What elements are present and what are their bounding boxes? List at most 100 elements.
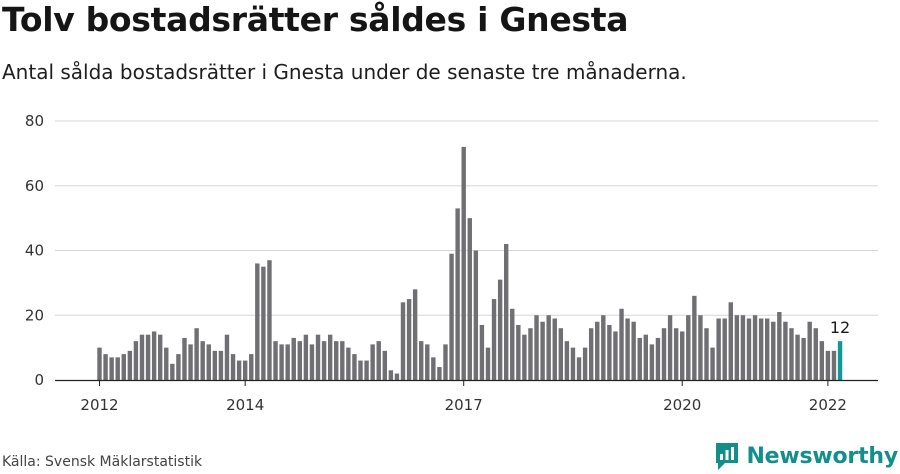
bar[interactable] (170, 363, 175, 380)
bar[interactable] (485, 347, 491, 381)
bar[interactable] (637, 337, 642, 380)
bar[interactable] (194, 328, 199, 380)
bar[interactable] (680, 331, 685, 380)
bar[interactable] (315, 334, 321, 380)
bar[interactable] (103, 354, 108, 380)
bar[interactable] (364, 360, 369, 380)
bar[interactable] (570, 347, 576, 381)
bar[interactable] (158, 334, 163, 380)
bar[interactable] (789, 328, 794, 380)
bar[interactable] (643, 334, 648, 380)
bar[interactable] (425, 344, 430, 380)
bar[interactable] (346, 347, 351, 381)
bar[interactable] (607, 324, 612, 380)
bar[interactable] (303, 334, 309, 380)
bar[interactable] (109, 357, 114, 380)
bar[interactable] (255, 263, 260, 380)
bar[interactable] (400, 302, 406, 380)
bar[interactable] (619, 308, 624, 380)
bar[interactable] (692, 295, 697, 380)
bar[interactable] (625, 318, 630, 380)
bar[interactable] (467, 218, 472, 381)
bar[interactable] (819, 341, 825, 380)
bar[interactable] (164, 347, 169, 381)
bar[interactable] (649, 344, 655, 380)
bar[interactable] (151, 331, 157, 380)
bar[interactable] (601, 315, 606, 380)
bar[interactable] (376, 341, 381, 380)
bar[interactable] (267, 260, 272, 380)
bar[interactable] (801, 337, 806, 380)
bar[interactable] (461, 146, 466, 380)
bar[interactable] (406, 299, 412, 380)
bar[interactable] (765, 318, 770, 380)
bar[interactable] (443, 344, 448, 380)
bar[interactable] (279, 344, 284, 380)
bar[interactable] (588, 328, 594, 380)
bar[interactable] (497, 279, 503, 380)
bar[interactable] (813, 328, 818, 380)
bar[interactable] (97, 347, 102, 381)
bar[interactable] (740, 315, 746, 380)
bar[interactable] (188, 344, 193, 380)
bar[interactable] (327, 334, 333, 380)
bar[interactable] (716, 318, 721, 380)
bar[interactable] (261, 266, 266, 380)
bar[interactable] (795, 334, 800, 380)
bar[interactable] (455, 208, 460, 380)
bar[interactable] (704, 328, 709, 380)
bar[interactable] (771, 321, 776, 380)
bar[interactable] (224, 334, 230, 380)
bar[interactable] (516, 324, 521, 380)
bar-highlight[interactable] (837, 341, 843, 380)
bar[interactable] (291, 337, 296, 380)
bar[interactable] (388, 370, 394, 380)
bar[interactable] (546, 315, 551, 380)
bar[interactable] (613, 331, 618, 380)
bar[interactable] (431, 357, 436, 380)
bar[interactable] (437, 367, 442, 380)
bar[interactable] (503, 244, 509, 380)
bar[interactable] (352, 354, 357, 380)
bar[interactable] (218, 350, 224, 380)
bar[interactable] (491, 299, 497, 380)
bar[interactable] (710, 347, 715, 381)
bar[interactable] (139, 334, 145, 380)
bar[interactable] (285, 344, 290, 380)
bar[interactable] (722, 318, 727, 380)
bar[interactable] (370, 344, 375, 380)
bar[interactable] (686, 315, 691, 380)
bar[interactable] (752, 315, 758, 380)
bar[interactable] (200, 341, 205, 380)
bar[interactable] (673, 328, 679, 380)
bar[interactable] (449, 253, 454, 380)
bar[interactable] (212, 350, 218, 380)
bar[interactable] (206, 344, 211, 380)
bar[interactable] (176, 354, 181, 380)
bar[interactable] (358, 360, 363, 380)
bar[interactable] (783, 321, 788, 380)
bar[interactable] (115, 357, 120, 380)
bar[interactable] (309, 344, 315, 380)
bar[interactable] (558, 328, 564, 380)
bar[interactable] (777, 312, 782, 380)
bar[interactable] (698, 315, 703, 380)
bar[interactable] (552, 318, 557, 380)
bar[interactable] (236, 360, 242, 380)
bar[interactable] (746, 318, 752, 380)
bar[interactable] (121, 354, 126, 380)
bar[interactable] (419, 341, 424, 380)
bar[interactable] (412, 289, 418, 380)
bar[interactable] (825, 350, 831, 380)
bar[interactable] (522, 334, 527, 380)
bar[interactable] (382, 350, 387, 380)
bar[interactable] (473, 250, 479, 381)
bar[interactable] (758, 318, 764, 380)
bar[interactable] (728, 302, 733, 380)
bar[interactable] (667, 315, 673, 380)
bar[interactable] (242, 360, 248, 380)
bar[interactable] (807, 321, 812, 380)
bar[interactable] (321, 341, 327, 380)
bar[interactable] (510, 308, 515, 380)
brand-logo[interactable]: Newsworthy (714, 441, 898, 471)
